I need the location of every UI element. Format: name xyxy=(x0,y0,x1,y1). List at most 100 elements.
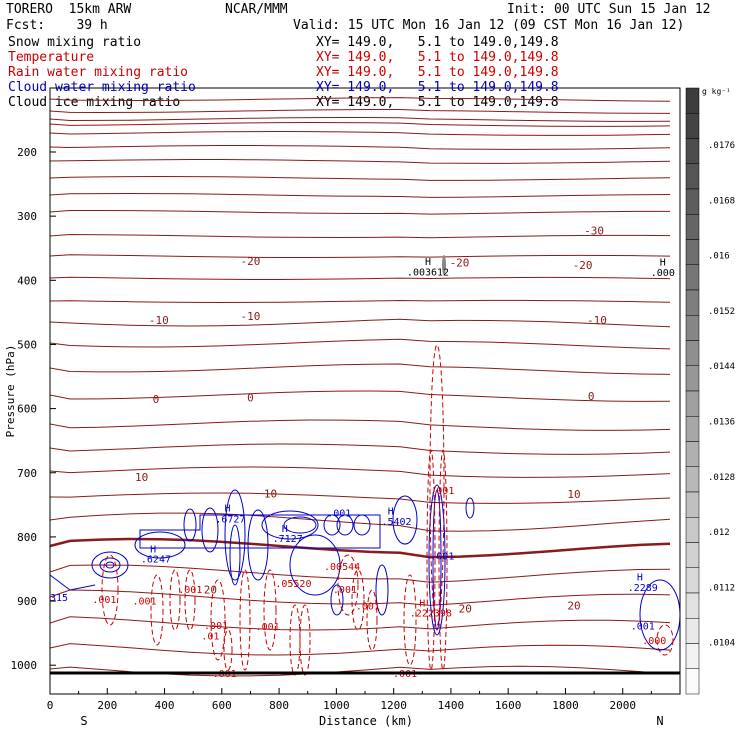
colorbar-cell xyxy=(685,567,700,594)
colorbar-cell xyxy=(685,668,700,695)
colorbar-cell xyxy=(685,289,700,316)
colorbar-cell xyxy=(685,113,700,139)
legend-xy-temperature: XY= 149.0, 5.1 to 149.0,149.8 xyxy=(316,50,559,65)
cloud-water-contour xyxy=(432,489,442,631)
colorbar-cell xyxy=(685,264,700,291)
init-time: Init: 00 UTC Sun 15 Jan 12 xyxy=(507,2,711,17)
legend-label-snow: Snow mixing ratio xyxy=(8,35,142,50)
cloud-water-contour xyxy=(224,489,246,581)
rain-water-contour xyxy=(263,569,277,651)
colorbar-cell xyxy=(685,517,700,543)
isotherm-label: -10 xyxy=(149,314,169,327)
maximum-label: .001 xyxy=(631,621,655,632)
rain-water-contour xyxy=(239,569,251,671)
maximum-label: .7127 xyxy=(273,534,303,545)
maximum-label: .001 xyxy=(356,602,380,613)
cloud-water-contour xyxy=(289,534,341,596)
rain-water-contour xyxy=(429,344,445,626)
cloud-water-contour xyxy=(201,507,219,553)
maximum-label: .001 xyxy=(256,622,280,633)
x-tick-label: 1200 xyxy=(380,699,407,712)
colorbar-cell xyxy=(685,138,700,164)
y-tick-label: 200 xyxy=(17,146,37,159)
rain-water-contour xyxy=(351,569,365,631)
isotherm-label: -10 xyxy=(241,310,261,323)
isotherm-line xyxy=(49,338,671,350)
isotherm-label: 10 xyxy=(264,487,277,500)
isotherm-label: -30 xyxy=(584,224,604,237)
cloud-water-contour xyxy=(392,495,418,545)
maximum-label: .000 xyxy=(651,268,675,279)
colorbar-label: .0104 xyxy=(708,639,735,649)
cloud-water-contour xyxy=(330,584,344,616)
maximum-label: H xyxy=(419,598,425,609)
colorbar-label: .012 xyxy=(708,528,730,538)
maximum-label: H xyxy=(660,258,666,269)
colorbar-cell xyxy=(685,466,700,493)
x-tick-label: 2000 xyxy=(609,699,636,712)
colorbar-cell xyxy=(685,491,700,518)
isotherm-label: -10 xyxy=(587,314,607,327)
maximum-label: H xyxy=(637,573,643,584)
rain-water-contour xyxy=(366,589,378,651)
rain-water-contour xyxy=(101,554,119,626)
legend-xy-rain: XY= 149.0, 5.1 to 149.0,149.8 xyxy=(316,65,559,80)
rain-water-contour xyxy=(150,574,164,646)
isotherm-label: 10 xyxy=(135,471,148,484)
maximum-label: .001 xyxy=(92,595,116,606)
legend-label-rain: Rain water mixing ratio xyxy=(8,65,189,80)
isotherm-label: 0 xyxy=(247,392,254,405)
isotherm-line xyxy=(49,121,671,127)
isotherm-line xyxy=(49,210,670,215)
cloud-water-contours xyxy=(49,484,681,651)
isotherm-line xyxy=(49,175,671,181)
colorbar-cell xyxy=(685,542,700,568)
maximum-label: .5402 xyxy=(381,517,411,528)
colorbar-cell xyxy=(685,365,700,392)
maximum-label: .001 xyxy=(430,552,454,563)
isotherm-line xyxy=(49,419,671,431)
cloud-water-contour xyxy=(99,557,121,573)
cloud-water-contour xyxy=(375,564,389,616)
colorbar-cell xyxy=(685,188,700,215)
colorbar-cell xyxy=(685,239,700,265)
rain-water-contour xyxy=(210,579,226,661)
y-tick-label: 900 xyxy=(17,595,37,608)
x-tick-label: 1400 xyxy=(438,699,465,712)
maximum-label: 315 xyxy=(50,593,68,604)
isotherm-label: 0 xyxy=(588,390,595,403)
colorbar-cell xyxy=(685,416,700,442)
colorbar-cell xyxy=(685,340,700,366)
colorbar-label: .0136 xyxy=(708,418,735,428)
legend-xy-snow: XY= 149.0, 5.1 to 149.0,149.8 xyxy=(316,35,559,50)
rain-water-contour xyxy=(169,569,181,631)
rain-water-contour xyxy=(438,449,448,671)
rain-water-contour xyxy=(223,629,233,671)
isotherm-line xyxy=(49,130,671,136)
legend-label-cloud-ice: Cloud ice mixing ratio xyxy=(8,95,181,110)
colorbar-label: .0112 xyxy=(708,583,735,593)
isotherm-line xyxy=(49,192,671,198)
y-tick-label: 500 xyxy=(17,338,37,351)
isotherm-line xyxy=(49,145,671,150)
colorbar-cell xyxy=(685,87,700,114)
maximum-label: .2289 xyxy=(628,583,658,594)
isotherm-line xyxy=(49,564,671,583)
axes: 0 200 400 600 800 1000 1200 1400 1600 1800 2000200… xyxy=(11,146,652,712)
temperature-isotherms xyxy=(49,97,671,677)
maximum-label: H xyxy=(150,544,156,555)
x-tick-label: 0 xyxy=(47,699,54,712)
isotherm-line xyxy=(49,616,671,631)
maximum-label: .001 xyxy=(327,509,351,520)
isotherm-line xyxy=(49,254,671,258)
x-tick-label: 400 xyxy=(155,699,175,712)
cloud-water-contour xyxy=(283,516,317,534)
cloud-water-contour xyxy=(91,551,129,579)
rain-water-contour xyxy=(184,569,196,631)
rain-water-contour xyxy=(403,574,417,666)
maximum-label: .000 xyxy=(642,636,666,647)
maximum-label: .00544 xyxy=(324,562,360,573)
legend-label-temperature: Temperature xyxy=(8,50,95,65)
isotherm-line xyxy=(49,159,671,164)
